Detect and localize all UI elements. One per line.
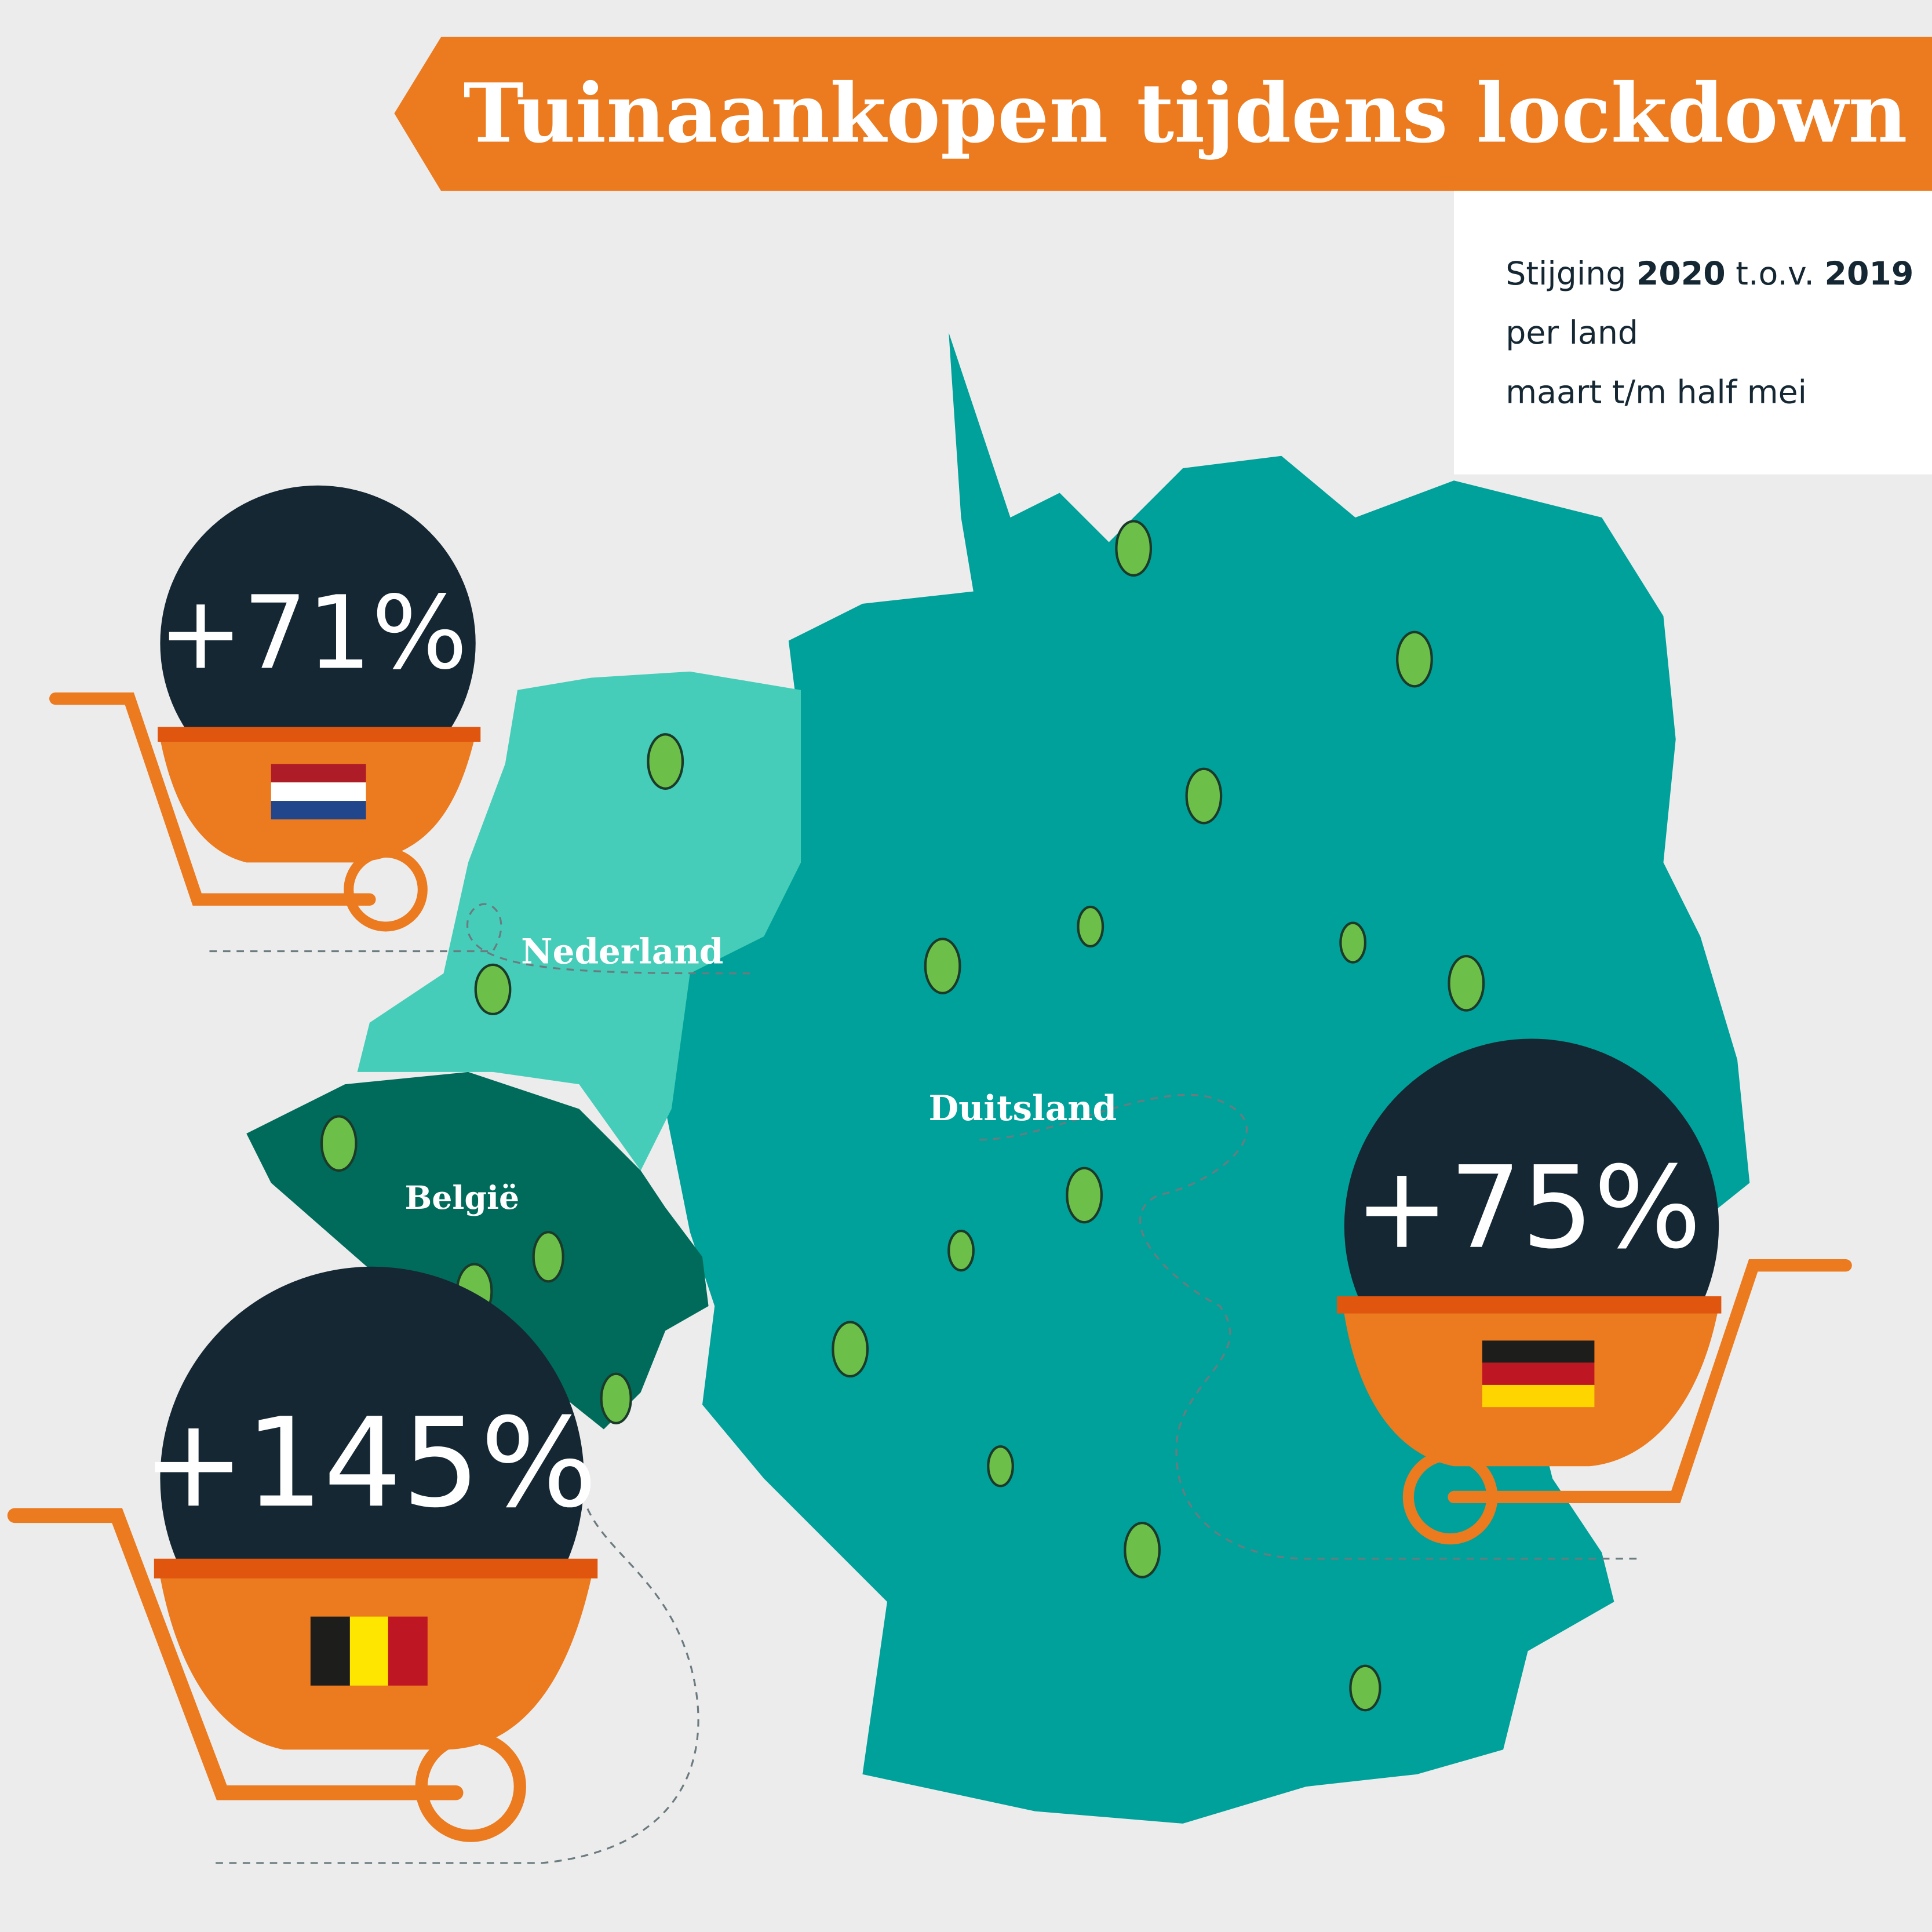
leaf	[1349, 1664, 1381, 1712]
legend-line: maart t/m half mei	[1505, 374, 1807, 411]
bucket-rim	[158, 727, 481, 742]
cart-frame	[49, 692, 376, 906]
cart-frame	[1448, 1259, 1852, 1504]
title-banner	[394, 37, 1932, 191]
wheel	[344, 847, 428, 932]
cart-belgie: +145%	[7, 1266, 598, 1842]
legend-year: 2020	[1636, 256, 1726, 293]
bucket-rim	[154, 1558, 598, 1579]
leaf	[987, 1445, 1014, 1488]
leaf	[924, 938, 961, 994]
cart-duitsland: +75%	[1337, 1038, 1852, 1545]
wheel	[1402, 1449, 1498, 1545]
flag	[271, 764, 366, 783]
flag	[310, 1616, 350, 1686]
leaf	[647, 733, 684, 790]
leaf	[1115, 520, 1153, 577]
route	[979, 1093, 1639, 1560]
cart-nederland: +71%	[49, 485, 481, 932]
country-label: Nederland	[521, 932, 723, 972]
country-label: België	[405, 1179, 520, 1217]
route	[209, 903, 752, 975]
cart-frame	[7, 1508, 464, 1800]
legend-line: Stijging 2020 t.o.v. 2019	[1505, 256, 1913, 293]
leaf	[320, 1115, 358, 1172]
leaf	[1185, 767, 1223, 825]
netherlands	[357, 671, 801, 1171]
leaf	[1339, 921, 1367, 964]
legend-year: 2019	[1825, 256, 1914, 293]
leaf	[1124, 1521, 1161, 1579]
leaf	[1066, 1167, 1103, 1224]
legend-text: Stijging	[1505, 256, 1626, 293]
leaf	[474, 963, 512, 1016]
dashed-route	[209, 903, 1639, 1864]
leaf	[1077, 905, 1104, 948]
value-label: +75%	[1354, 1142, 1701, 1274]
leaf	[532, 1231, 564, 1283]
country-label: Duitsland	[929, 1088, 1117, 1129]
flag	[1482, 1340, 1595, 1363]
wheel	[415, 1731, 526, 1842]
flag	[1482, 1362, 1595, 1385]
leaf	[832, 1321, 869, 1378]
leaf	[1448, 954, 1485, 1012]
badge	[160, 485, 476, 801]
leaf	[1396, 630, 1433, 688]
flag	[388, 1616, 428, 1686]
flag	[349, 1616, 388, 1686]
title: Tuinaankopen tijdens lockdown	[463, 66, 1907, 162]
legend-line: per land	[1505, 315, 1638, 352]
legend-text: t.o.v.	[1736, 256, 1814, 293]
bucket-rim	[1337, 1296, 1722, 1314]
flag	[1482, 1384, 1595, 1408]
flag	[271, 801, 366, 819]
value-label: +145%	[142, 1392, 597, 1535]
value-label: +71%	[158, 574, 468, 692]
leaves	[320, 520, 1485, 1712]
belgium	[246, 1071, 709, 1430]
leaf	[600, 1372, 632, 1424]
route	[216, 1503, 699, 1864]
legend-box	[1454, 191, 1932, 475]
flag	[271, 782, 366, 801]
leaf	[947, 1230, 975, 1272]
